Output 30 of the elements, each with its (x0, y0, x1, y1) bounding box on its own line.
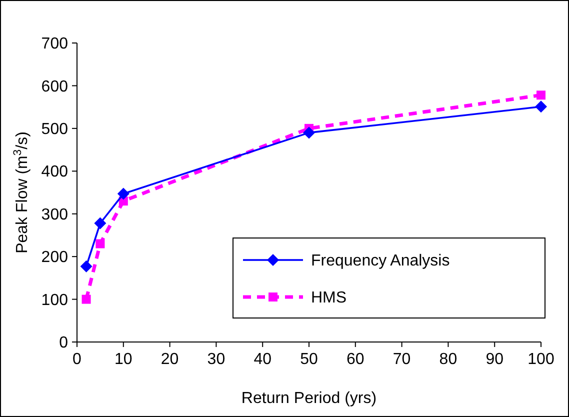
x-tick-label: 70 (392, 351, 411, 368)
x-tick-label: 10 (114, 351, 132, 368)
x-tick-label: 100 (528, 351, 554, 368)
y-tick-label: 0 (59, 334, 68, 352)
point (96, 239, 105, 248)
x-tick-label: 90 (486, 351, 504, 368)
point (94, 217, 106, 230)
point (536, 90, 546, 100)
x-tick-label: 40 (254, 351, 272, 368)
point (82, 294, 91, 304)
y-tick-label: 600 (41, 78, 68, 96)
point (303, 126, 315, 139)
x-tick-label: 20 (160, 351, 179, 368)
y-tick-label: 700 (41, 36, 68, 53)
x-tick-label: 30 (207, 351, 226, 368)
y-tick-label: 400 (41, 164, 68, 181)
x-tick-label: 0 (72, 351, 82, 368)
point (535, 100, 547, 113)
point (80, 260, 92, 272)
y-tick-label: 200 (41, 249, 68, 266)
x-axis-title: Return Period (yrs) (241, 390, 377, 407)
y-tick-label: 300 (41, 206, 68, 224)
x-tick-label: 60 (346, 351, 364, 368)
legend-label: Frequency Analysis (311, 252, 450, 270)
x-tick-label: 80 (439, 351, 458, 368)
legend-label: HMS (311, 290, 347, 307)
y-tick-label: 500 (41, 121, 68, 138)
x-tick-label: 50 (300, 351, 318, 368)
y-tick-label: 100 (41, 292, 68, 309)
point (117, 188, 130, 200)
